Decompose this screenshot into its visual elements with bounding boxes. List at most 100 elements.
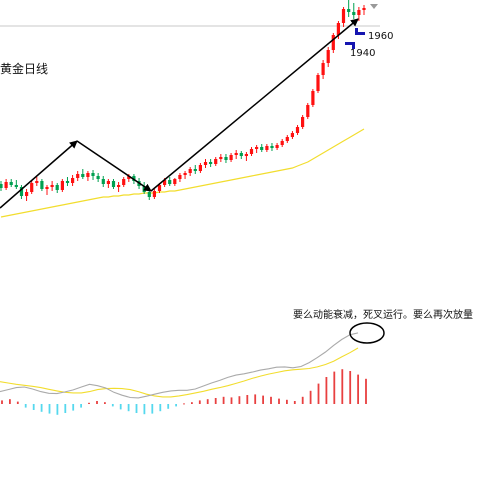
candle-body: [86, 173, 90, 177]
candle: [275, 143, 279, 150]
macd-histogram-bar: [80, 404, 82, 408]
candle-body: [203, 162, 208, 165]
candle: [290, 131, 294, 139]
candle-body: [96, 176, 100, 179]
macd-histogram-bar: [88, 402, 90, 404]
candle-body: [76, 174, 80, 178]
moving-average-layer: [0, 128, 365, 218]
macd-annotation: 要么动能衰减，死叉运行。要么再次放量: [293, 308, 473, 321]
candle: [65, 177, 70, 186]
candle-body: [244, 154, 248, 156]
macd-histogram-bar: [104, 402, 106, 404]
candle-body: [122, 179, 126, 185]
candle: [25, 189, 29, 201]
scroll-down-triangle[interactable]: [370, 4, 378, 9]
macd-histogram-bar: [151, 404, 154, 414]
macd-histogram-bar: [198, 400, 201, 404]
candle: [244, 152, 248, 161]
macd-histogram-bar: [341, 369, 344, 404]
candle: [280, 139, 284, 147]
macd-histogram-bar: [9, 399, 11, 404]
candle-body: [111, 181, 116, 187]
candle-body: [50, 185, 54, 187]
candle-body: [357, 10, 361, 15]
candle: [193, 165, 197, 174]
macd-diff-line: [0, 332, 359, 399]
candle-body: [71, 178, 75, 183]
candle-body: [275, 145, 279, 148]
candles-layer: [0, 0, 366, 201]
annotation-ellipse: [349, 322, 385, 344]
candle: [301, 115, 305, 129]
candle-body: [65, 181, 70, 183]
candle: [30, 181, 34, 194]
candle-body: [60, 181, 64, 190]
macd-lines-layer: [0, 332, 359, 399]
candle-body: [45, 187, 49, 189]
candle: [152, 189, 156, 199]
price-marker-1940: [345, 42, 355, 45]
candle: [255, 145, 259, 153]
candle-body: [81, 174, 85, 177]
candle: [285, 135, 289, 143]
candle-body: [14, 185, 18, 187]
candle: [357, 7, 361, 21]
candle: [4, 179, 8, 190]
candle-body: [152, 191, 156, 197]
macd-histogram-bar: [191, 402, 193, 404]
candle: [45, 185, 49, 195]
candle: [91, 170, 95, 180]
candle-body: [306, 105, 310, 117]
candle-body: [265, 146, 269, 150]
candle: [234, 150, 238, 159]
candle-body: [321, 63, 325, 75]
macd-dea-line: [0, 347, 359, 398]
candle: [183, 171, 187, 179]
macd-histogram-bar: [278, 398, 280, 404]
candle-body: [352, 12, 356, 15]
candle: [168, 177, 172, 186]
macd-histogram-bar: [1, 400, 3, 404]
candle-body: [101, 179, 105, 184]
macd-histogram-bar: [175, 404, 177, 407]
candle: [101, 176, 105, 187]
macd-histogram-bar: [119, 404, 122, 410]
macd-histogram-bar: [254, 394, 257, 404]
candle-body: [25, 192, 29, 196]
trend-arrow-2: [76, 140, 152, 192]
trend-arrow-1: [0, 140, 78, 209]
macd-histogram-bar: [72, 404, 75, 411]
candle: [188, 167, 192, 176]
candle-body: [198, 165, 202, 171]
candle-body: [188, 169, 192, 173]
macd-histogram-bar: [317, 383, 320, 404]
candle: [306, 103, 310, 119]
macd-histogram-bar: [111, 404, 114, 407]
macd-histogram-layer: [1, 369, 367, 415]
candle: [214, 157, 218, 166]
candle-body: [147, 192, 151, 197]
candle-body: [163, 180, 167, 185]
candle-body: [30, 183, 34, 192]
macd-histogram-bar: [96, 401, 98, 404]
candle: [173, 178, 177, 186]
candle-body: [260, 147, 264, 150]
candle: [9, 179, 13, 187]
price-label-1940: 1940: [350, 48, 375, 59]
macd-histogram-bar: [214, 398, 217, 404]
macd-histogram-bar: [32, 404, 35, 410]
candle-body: [331, 35, 335, 50]
candle: [239, 151, 243, 159]
candle: [40, 179, 44, 191]
candle-body: [214, 159, 218, 164]
candle-body: [168, 180, 172, 184]
candle-body: [173, 179, 177, 184]
candle-body: [127, 176, 131, 179]
candle: [35, 177, 39, 186]
macd-histogram-bar: [349, 371, 352, 404]
macd-histogram-bar: [270, 396, 272, 404]
candle: [81, 169, 85, 179]
candle-body: [316, 75, 320, 91]
candle-body: [336, 23, 340, 35]
candle: [19, 185, 24, 199]
